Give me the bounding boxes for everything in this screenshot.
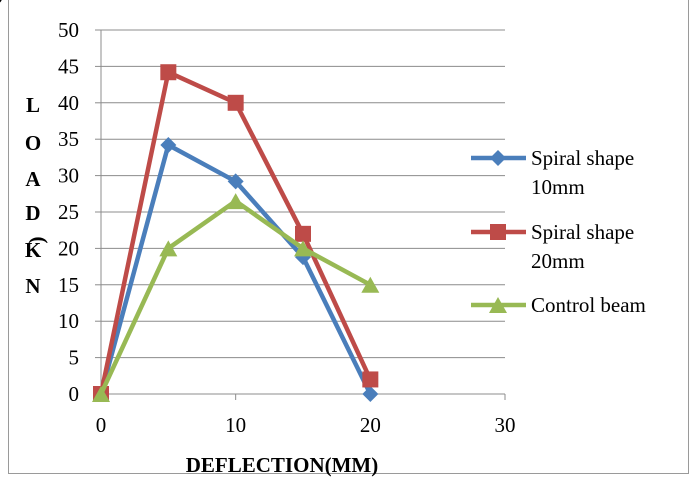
series-3 bbox=[92, 193, 380, 402]
series-1 bbox=[93, 137, 379, 402]
data-point bbox=[362, 371, 379, 388]
y-axis-title-char: ) bbox=[0, 0, 4, 5]
y-tick-label: 30 bbox=[58, 164, 79, 188]
legend-label: Spiral shape bbox=[531, 220, 634, 244]
data-point bbox=[362, 386, 379, 402]
axes bbox=[95, 29, 506, 400]
y-axis-title-char: K bbox=[25, 238, 42, 262]
x-tick-label: 10 bbox=[225, 413, 246, 437]
y-axis-title-char: ( bbox=[28, 237, 52, 244]
y-tick-label: 5 bbox=[69, 346, 80, 370]
series-line bbox=[98, 198, 372, 395]
legend-label: Spiral shape bbox=[531, 146, 634, 170]
data-point bbox=[160, 137, 177, 154]
y-tick-labels: 0 5 10 15 20 25 30 35 40 45 50 bbox=[58, 18, 79, 406]
x-tick-label: 20 bbox=[360, 413, 381, 437]
x-axis-title: DEFLECTION(MM) bbox=[186, 453, 379, 477]
y-tick-label: 20 bbox=[58, 236, 79, 260]
legend-item: Spiral shape 10mm bbox=[471, 146, 634, 199]
x-tick-label: 0 bbox=[96, 413, 107, 437]
y-tick-label: 10 bbox=[58, 309, 79, 333]
series-line bbox=[98, 69, 373, 395]
data-point bbox=[226, 193, 245, 210]
data-point bbox=[159, 240, 178, 257]
data-point bbox=[295, 225, 311, 242]
x-tick-labels: 0 10 20 30 bbox=[96, 413, 516, 437]
y-tick-label: 25 bbox=[58, 200, 79, 224]
legend-marker bbox=[489, 297, 507, 313]
series-2 bbox=[93, 64, 379, 402]
y-tick-label: 50 bbox=[58, 18, 79, 42]
legend-marker bbox=[490, 150, 506, 166]
y-tick-label: 35 bbox=[58, 127, 79, 151]
data-point bbox=[294, 240, 312, 257]
data-point bbox=[227, 94, 244, 111]
x-tick-label: 30 bbox=[495, 413, 516, 437]
legend-label: Control beam bbox=[531, 293, 646, 317]
data-point bbox=[92, 386, 110, 402]
legend-item: Control beam bbox=[471, 293, 646, 317]
y-axis-title-char: A bbox=[25, 167, 41, 191]
y-axis-title-char: N bbox=[25, 274, 40, 298]
series-group bbox=[92, 64, 380, 402]
legend-label: 20mm bbox=[531, 249, 585, 273]
chart-frame bbox=[8, 0, 689, 474]
y-tick-label: 0 bbox=[69, 382, 80, 406]
y-tick-label: 40 bbox=[58, 91, 79, 115]
legend-marker bbox=[490, 224, 506, 240]
legend-label: 10mm bbox=[531, 175, 585, 199]
data-point bbox=[361, 276, 380, 293]
data-point bbox=[160, 64, 177, 81]
y-tick-label: 15 bbox=[58, 273, 79, 297]
data-point bbox=[227, 173, 244, 190]
y-axis-title-char: O bbox=[25, 131, 41, 155]
y-axis-title-char: D bbox=[25, 201, 40, 225]
y-axis-title-char: L bbox=[26, 93, 40, 117]
legend-item: Spiral shape 20mm bbox=[471, 220, 634, 273]
y-tick-label: 45 bbox=[58, 54, 79, 78]
legend: Spiral shape 10mm Spiral shape 20mm Control … bbox=[471, 146, 646, 317]
